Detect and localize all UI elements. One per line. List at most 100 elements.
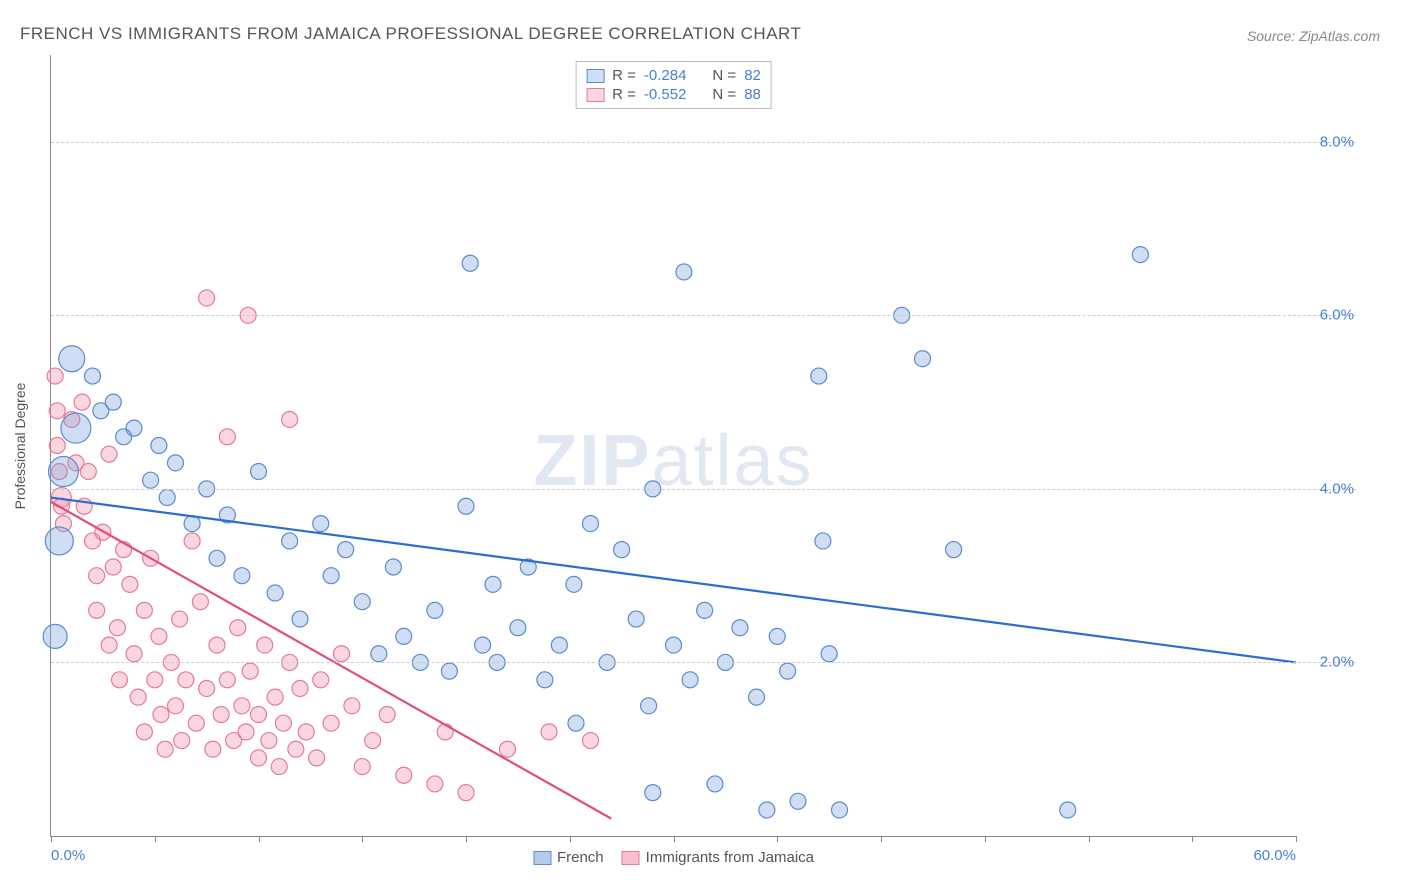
scatter-point <box>188 715 204 731</box>
scatter-point <box>136 602 152 618</box>
y-tick-label: 8.0% <box>1320 133 1354 150</box>
scatter-point <box>323 715 339 731</box>
scatter-point <box>790 793 806 809</box>
x-tick-mark <box>674 836 675 842</box>
legend-n-label: N = <box>712 67 736 84</box>
scatter-point <box>458 785 474 801</box>
scatter-point <box>234 698 250 714</box>
legend-r-label: R = <box>612 86 636 103</box>
legend-swatch <box>533 851 551 865</box>
scatter-point <box>568 715 584 731</box>
scatter-point <box>43 624 67 648</box>
scatter-point <box>85 368 101 384</box>
scatter-point <box>47 368 63 384</box>
scatter-point <box>338 542 354 558</box>
legend-swatch <box>586 88 604 102</box>
scatter-point <box>780 663 796 679</box>
scatter-point <box>396 767 412 783</box>
scatter-point <box>309 750 325 766</box>
scatter-point <box>251 750 267 766</box>
scatter-point <box>292 680 308 696</box>
scatter-point <box>219 429 235 445</box>
x-tick-mark <box>1089 836 1090 842</box>
scatter-point <box>485 576 501 592</box>
scatter-point <box>49 403 65 419</box>
scatter-point <box>234 568 250 584</box>
scatter-point <box>251 707 267 723</box>
scatter-point <box>205 741 221 757</box>
scatter-point <box>157 741 173 757</box>
scatter-point <box>89 602 105 618</box>
x-tick-mark <box>466 836 467 842</box>
scatter-point <box>537 672 553 688</box>
gridline <box>51 489 1356 490</box>
scatter-point <box>815 533 831 549</box>
scatter-point <box>344 698 360 714</box>
scatter-point <box>288 741 304 757</box>
scatter-point <box>292 611 308 627</box>
series-legend-item: Immigrants from Jamaica <box>622 849 814 866</box>
scatter-point <box>551 637 567 653</box>
scatter-point <box>174 733 190 749</box>
x-tick-mark <box>51 836 52 842</box>
series-legend-label: Immigrants from Jamaica <box>646 849 814 866</box>
scatter-svg <box>51 55 1296 836</box>
scatter-point <box>946 542 962 558</box>
scatter-point <box>153 707 169 723</box>
scatter-point <box>379 707 395 723</box>
scatter-point <box>313 516 329 532</box>
gridline <box>51 315 1356 316</box>
scatter-point <box>89 568 105 584</box>
x-tick-mark <box>570 836 571 842</box>
scatter-point <box>697 602 713 618</box>
scatter-point <box>213 707 229 723</box>
scatter-point <box>105 394 121 410</box>
scatter-point <box>749 689 765 705</box>
scatter-point <box>261 733 277 749</box>
series-legend-label: French <box>557 849 604 866</box>
y-tick-label: 2.0% <box>1320 654 1354 671</box>
scatter-point <box>583 516 599 532</box>
scatter-point <box>136 724 152 740</box>
scatter-point <box>707 776 723 792</box>
scatter-point <box>759 802 775 818</box>
scatter-point <box>458 498 474 514</box>
x-tick-mark <box>362 836 363 842</box>
x-tick-label: 60.0% <box>1253 847 1296 864</box>
scatter-point <box>126 420 142 436</box>
scatter-point <box>192 594 208 610</box>
scatter-point <box>199 680 215 696</box>
gridline <box>51 142 1356 143</box>
y-tick-label: 6.0% <box>1320 307 1354 324</box>
scatter-point <box>298 724 314 740</box>
scatter-point <box>168 698 184 714</box>
scatter-point <box>184 533 200 549</box>
x-tick-mark <box>1192 836 1193 842</box>
scatter-point <box>267 689 283 705</box>
legend-n-value: 82 <box>744 67 761 84</box>
scatter-point <box>80 464 96 480</box>
x-tick-label: 0.0% <box>51 847 85 864</box>
plot-area: ZIPatlas R = -0.284 N = 82 R = -0.552 N … <box>50 55 1296 837</box>
scatter-point <box>437 724 453 740</box>
scatter-point <box>832 802 848 818</box>
scatter-point <box>566 576 582 592</box>
scatter-point <box>159 490 175 506</box>
scatter-point <box>354 594 370 610</box>
scatter-point <box>821 646 837 662</box>
legend-swatch <box>622 851 640 865</box>
scatter-point <box>323 568 339 584</box>
scatter-point <box>271 759 287 775</box>
x-tick-mark <box>155 836 156 842</box>
scatter-point <box>45 527 73 555</box>
scatter-point <box>641 698 657 714</box>
scatter-point <box>541 724 557 740</box>
scatter-point <box>230 620 246 636</box>
series-legend-item: French <box>533 849 604 866</box>
scatter-point <box>126 646 142 662</box>
scatter-point <box>238 724 254 740</box>
scatter-point <box>151 438 167 454</box>
scatter-point <box>371 646 387 662</box>
x-tick-mark <box>1296 836 1297 842</box>
legend-row: R = -0.552 N = 88 <box>586 85 761 104</box>
